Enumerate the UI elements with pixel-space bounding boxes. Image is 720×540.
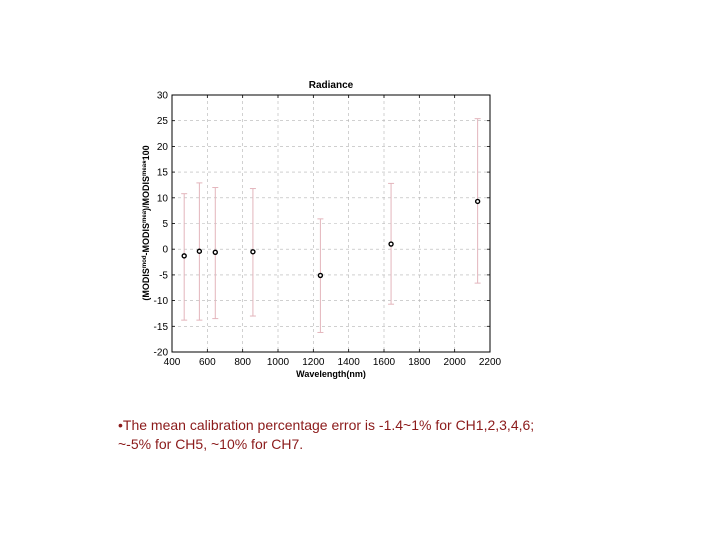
- x-tick-label: 600: [199, 357, 216, 368]
- data-point: [388, 241, 394, 247]
- y-tick-label: 5: [162, 219, 168, 230]
- y-axis-label: (MODISmod-MODISmea)/MODISmea*100: [141, 145, 151, 300]
- y-tick-label: -5: [159, 270, 168, 281]
- x-tick-label: 1200: [302, 357, 325, 368]
- x-tick-label: 2000: [444, 357, 467, 368]
- x-tick-label: 1600: [373, 357, 396, 368]
- y-tick-label: -15: [154, 322, 169, 333]
- y-tick-label: 10: [157, 193, 169, 204]
- data-point: [212, 249, 218, 255]
- radiance-chart: 400 600 800 1000 1200 1400 1600 1800 2000 2200 -2…: [141, 80, 502, 379]
- x-tick-label: 1000: [267, 357, 290, 368]
- y-label-superscript: mea: [142, 163, 148, 176]
- x-tick-label: 2200: [479, 357, 502, 368]
- y-label-segment: )/MODIS: [141, 176, 151, 211]
- x-tick-label: 1800: [408, 357, 431, 368]
- x-tick-label: 400: [164, 357, 181, 368]
- y-tick-labels: -20 -15 -10 -5 0 5 10 15 20 25 30: [154, 91, 169, 359]
- x-tick-labels: 400 600 800 1000 1200 1400 1600 1800 2000 2200: [164, 357, 502, 368]
- y-label-segment: (MODIS: [141, 268, 151, 301]
- data-point: [196, 248, 203, 254]
- y-label-superscript: mea: [142, 210, 148, 223]
- y-tick-label: 30: [157, 91, 169, 102]
- x-tick-label: 800: [234, 357, 251, 368]
- data-point: [250, 249, 256, 255]
- chart-title: Radiance: [309, 80, 354, 91]
- note-line-1: •The mean calibration percentage error i…: [118, 417, 535, 433]
- data-point: [474, 198, 481, 205]
- y-tick-label: 25: [157, 116, 169, 127]
- grid-lines: [172, 95, 490, 352]
- y-label-superscript: mod: [142, 255, 148, 268]
- data-markers: [181, 198, 481, 279]
- x-axis-label: Wavelength(nm): [296, 369, 366, 379]
- y-tick-label: 15: [157, 168, 169, 179]
- note-line-2: ~-5% for CH5, ~10% for CH7.: [118, 436, 304, 452]
- data-point: [181, 253, 187, 259]
- y-tick-label: 20: [157, 142, 169, 153]
- y-tick-label: -10: [154, 296, 169, 307]
- calibration-note: •The mean calibration percentage error i…: [118, 416, 678, 454]
- y-tick-label: 0: [162, 245, 168, 256]
- y-label-segment: -MODIS: [141, 223, 151, 256]
- y-tick-label: -20: [154, 348, 169, 359]
- x-tick-label: 1400: [338, 357, 361, 368]
- y-label-segment: *100: [141, 145, 151, 164]
- data-point: [317, 272, 324, 279]
- axis-ticks: [171, 94, 491, 353]
